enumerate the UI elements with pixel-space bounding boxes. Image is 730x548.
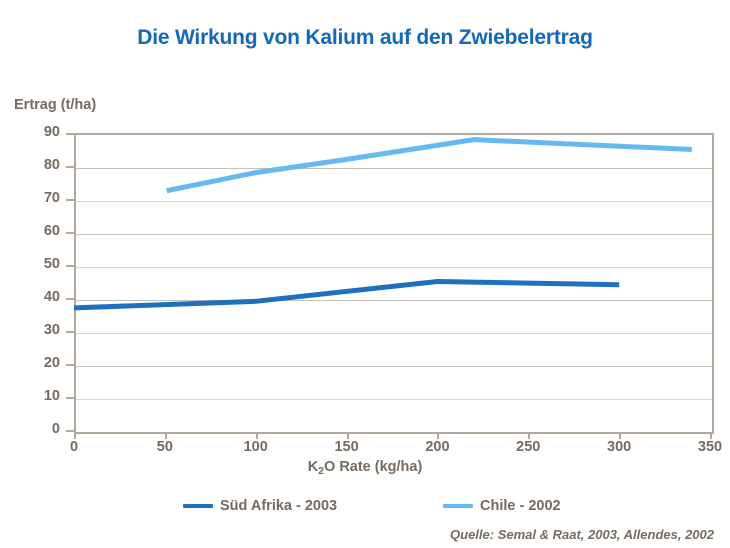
x-tick-mark [165, 432, 167, 439]
y-tick-label: 30 [43, 322, 60, 338]
y-tick-mark [66, 364, 74, 366]
y-tick-mark [66, 232, 74, 234]
legend-label: Chile - 2002 [480, 498, 561, 514]
x-tick-mark [347, 432, 349, 439]
y-tick-label: 80 [43, 157, 60, 173]
source-note: Quelle: Semal & Raat, 2003, Allendes, 20… [450, 527, 714, 542]
x-tick-label: 50 [156, 439, 173, 455]
x-tick-label: 300 [607, 439, 632, 455]
gridline [76, 333, 712, 334]
legend-swatch-icon [443, 504, 473, 508]
y-tick-label: 60 [43, 223, 60, 239]
y-tick-label: 50 [43, 256, 60, 272]
y-tick-mark [66, 397, 74, 399]
gridline [76, 234, 712, 235]
y-axis-title: Ertrag (t/ha) [14, 97, 97, 113]
chart-title: Die Wirkung von Kalium auf den Zwiebeler… [137, 26, 593, 49]
x-tick-label: 150 [334, 439, 359, 455]
legend-item[interactable]: Chile - 2002 [443, 498, 561, 514]
x-tick-label: 350 [697, 439, 723, 455]
x-tick-mark [710, 432, 712, 439]
x-axis-title-subscript: 2 [318, 465, 325, 477]
x-tick-label: 0 [69, 439, 79, 455]
legend-item[interactable]: Süd Afrika - 2003 [183, 498, 337, 514]
x-tick-label: 100 [243, 439, 268, 455]
gridline [76, 201, 712, 202]
x-tick-mark [256, 432, 258, 439]
gridline [76, 366, 712, 367]
x-axis-title-prefix: K [307, 459, 319, 475]
x-tick-mark [437, 432, 439, 439]
x-tick-mark [619, 432, 621, 439]
gridline [76, 300, 712, 301]
x-tick-label: 200 [425, 439, 450, 455]
x-tick-label: 250 [516, 439, 541, 455]
gridline [76, 399, 712, 400]
y-tick-mark [66, 265, 74, 267]
y-tick-mark [66, 298, 74, 300]
y-tick-mark [66, 199, 74, 201]
y-tick-mark [66, 331, 74, 333]
x-tick-mark [528, 432, 530, 439]
y-tick-label: 0 [51, 421, 60, 437]
legend-label: Süd Afrika - 2003 [220, 498, 338, 514]
y-tick-label: 10 [43, 388, 60, 404]
y-tick-label: 70 [43, 190, 60, 206]
legend-swatch-icon [183, 504, 213, 508]
x-tick-mark [74, 432, 76, 439]
y-tick-mark [66, 166, 74, 168]
gridline [76, 267, 712, 268]
x-axis-title-suffix: O Rate (kg/ha) [324, 459, 423, 475]
x-axis-title: K2O Rate (kg/ha) [0, 459, 730, 477]
y-tick-label: 90 [43, 124, 60, 140]
y-tick-label: 40 [43, 289, 60, 305]
y-tick-mark [66, 133, 74, 135]
gridline [76, 168, 712, 169]
y-tick-label: 20 [43, 355, 60, 371]
plot-area [74, 133, 714, 434]
y-tick-mark [66, 430, 74, 432]
